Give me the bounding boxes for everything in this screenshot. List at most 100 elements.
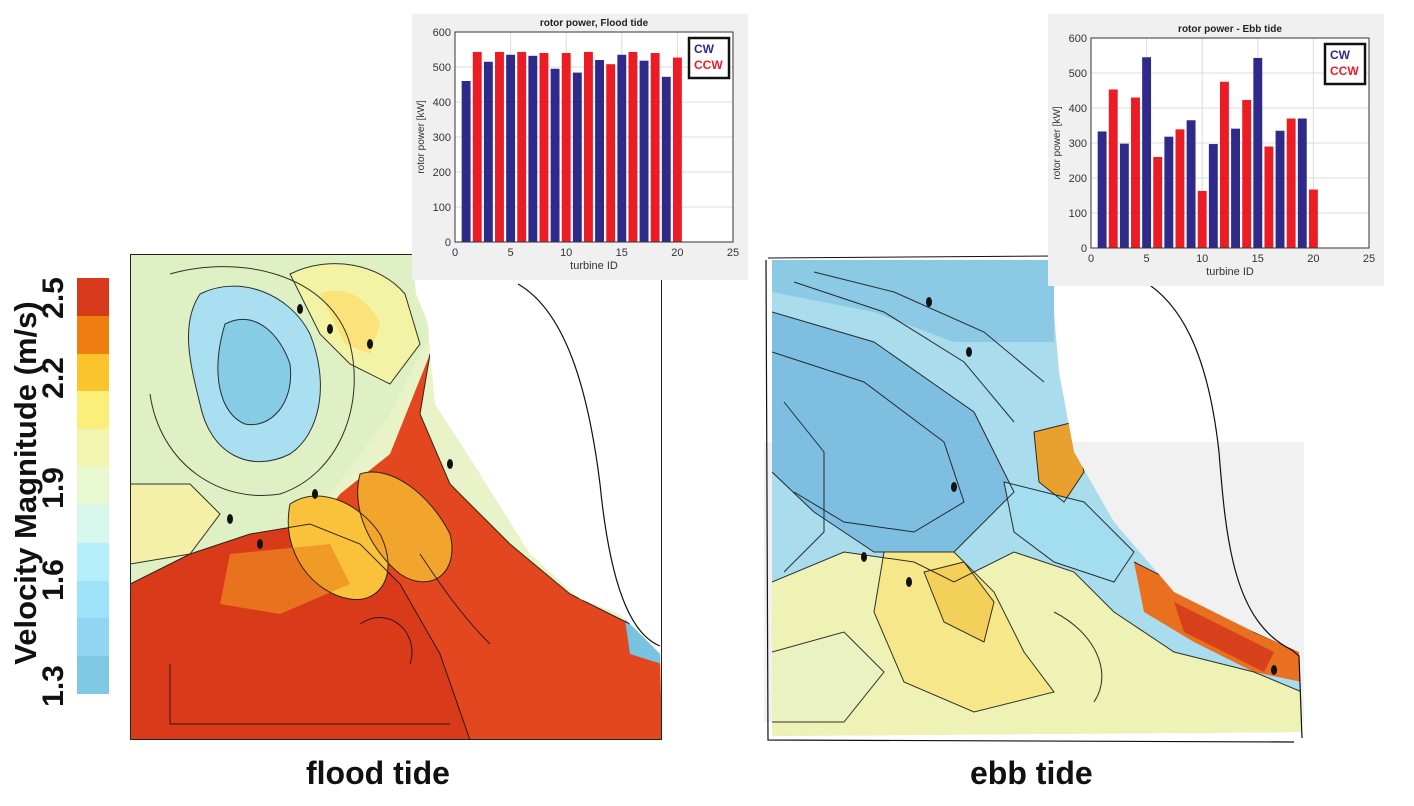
- plot-frame: [1090, 37, 1370, 249]
- colorbar-tick-label: 2.5: [37, 277, 70, 319]
- x-tick-label: 10: [560, 247, 572, 259]
- flood-tide-map: [130, 254, 662, 740]
- bar-ccw: [495, 51, 504, 243]
- bar-ccw: [561, 53, 571, 242]
- x-axis-label: turbine ID: [570, 260, 618, 272]
- colorbar-segment: [77, 542, 109, 582]
- flood-tide-label: flood tide: [306, 755, 450, 791]
- x-tick-label: 0: [1088, 253, 1094, 265]
- bar-cw: [506, 54, 516, 242]
- colorbar-segment: [77, 391, 109, 430]
- bar-ccw: [1286, 118, 1296, 248]
- chart-title: rotor power, Flood tide: [540, 18, 649, 29]
- bar-ccw: [606, 64, 616, 242]
- legend-box: [687, 36, 731, 80]
- x-tick-label: 20: [1307, 253, 1319, 265]
- y-tick-label: 200: [1069, 173, 1087, 185]
- colorbar-tick-label: 1.3: [37, 665, 70, 707]
- bar-cw: [617, 54, 627, 242]
- bar-cw: [1119, 143, 1129, 248]
- colorbar-segment: [77, 353, 109, 392]
- bar-ccw: [1219, 81, 1229, 248]
- y-axis-label: rotor power [kW]: [416, 100, 427, 174]
- ebb-power-chart: 0 100 200 300 400 500 600 0 5 10 15 20 25 rotor power…: [1048, 14, 1384, 286]
- bar-ccw: [1131, 97, 1140, 248]
- legend-entry-ccw: CCW: [1330, 64, 1359, 78]
- bar-ccw: [539, 53, 549, 242]
- y-tick-label: 100: [1069, 208, 1087, 220]
- chart-title: rotor power - Ebb tide: [1178, 24, 1282, 35]
- bar-cw: [639, 60, 649, 243]
- x-tick-label: 10: [1196, 253, 1208, 265]
- legend-box: [1323, 42, 1367, 86]
- bar-ccw: [628, 51, 638, 243]
- bar-ccw: [1242, 99, 1252, 248]
- bar-ccw: [1264, 146, 1274, 248]
- x-tick-label: 20: [671, 247, 683, 259]
- y-tick-label: 300: [1069, 138, 1087, 150]
- plot-frame: [454, 31, 734, 243]
- ebb-power-chart-svg: 0 100 200 300 400 500 600 0 5 10 15 20 25 rotor power…: [1052, 24, 1375, 278]
- bar-cw: [528, 55, 538, 242]
- y-tick-label: 100: [433, 202, 451, 214]
- colorbar-segment: [77, 618, 109, 657]
- bar-cw: [1164, 136, 1174, 248]
- bar-ccw: [1153, 157, 1163, 248]
- ebb-tide-map: [754, 252, 1306, 744]
- x-tick-label: 15: [1252, 253, 1264, 265]
- y-tick-label: 500: [1069, 68, 1087, 80]
- y-axis-label: rotor power [kW]: [1052, 106, 1063, 180]
- colorbar-segment: [77, 429, 109, 468]
- bar-ccw: [1175, 129, 1185, 248]
- legend-entry-ccw: CCW: [694, 58, 723, 72]
- bar-cw: [595, 60, 605, 242]
- colorbar-tick-label: 1.6: [37, 559, 70, 601]
- x-tick-label: 15: [616, 247, 628, 259]
- legend-entry-cw: CW: [1330, 48, 1351, 62]
- bar-cw: [1253, 57, 1263, 249]
- colorbar: [77, 278, 109, 695]
- bar-cw: [1297, 118, 1307, 248]
- x-tick-label: 25: [727, 247, 739, 259]
- y-tick-label: 300: [433, 132, 451, 144]
- colorbar-tick-label: 1.9: [37, 467, 70, 509]
- y-tick-label: 400: [1069, 103, 1087, 115]
- legend-entry-cw: CW: [694, 42, 715, 56]
- bar-cw: [661, 76, 671, 242]
- x-axis-label: turbine ID: [1206, 266, 1254, 278]
- flood-power-chart: 0 100 200 300 400 500 600 0 5 10 15 20 25 rotor power…: [412, 14, 748, 280]
- bar-ccw: [1308, 189, 1318, 248]
- y-tick-label: 200: [433, 167, 451, 179]
- x-tick-label: 5: [508, 247, 514, 259]
- bar-ccw: [583, 51, 593, 243]
- ebb-tide-contour-plot: [764, 255, 1304, 743]
- x-tick-label: 0: [452, 247, 458, 259]
- y-tick-label: 0: [445, 237, 451, 249]
- ebb-tide-label: ebb tide: [970, 755, 1093, 791]
- bar-ccw: [1197, 190, 1207, 248]
- bar-cw: [461, 81, 471, 242]
- bar-ccw: [472, 51, 482, 243]
- y-tick-label: 600: [433, 27, 451, 39]
- bar-ccw: [517, 51, 527, 243]
- colorbar-segment: [77, 278, 109, 317]
- bar-cw: [1231, 128, 1241, 248]
- bar-cw: [483, 61, 493, 242]
- bar-ccw: [1108, 89, 1118, 248]
- colorbar-segment: [77, 656, 109, 695]
- y-tick-label: 600: [1069, 33, 1087, 45]
- y-tick-label: 0: [1081, 243, 1087, 255]
- colorbar-segment: [77, 504, 109, 544]
- colorbar-segment: [77, 467, 109, 506]
- y-tick-label: 500: [433, 62, 451, 74]
- colorbar-segment: [77, 580, 109, 619]
- bar-cw: [1097, 131, 1107, 248]
- bar-cw: [572, 72, 582, 242]
- bar-cw: [1142, 57, 1152, 248]
- x-tick-label: 25: [1363, 253, 1375, 265]
- bar-cw: [550, 68, 560, 242]
- x-tick-label: 5: [1144, 253, 1150, 265]
- bar-ccw: [650, 53, 660, 242]
- bar-cw: [1208, 144, 1218, 248]
- y-tick-label: 400: [433, 97, 451, 109]
